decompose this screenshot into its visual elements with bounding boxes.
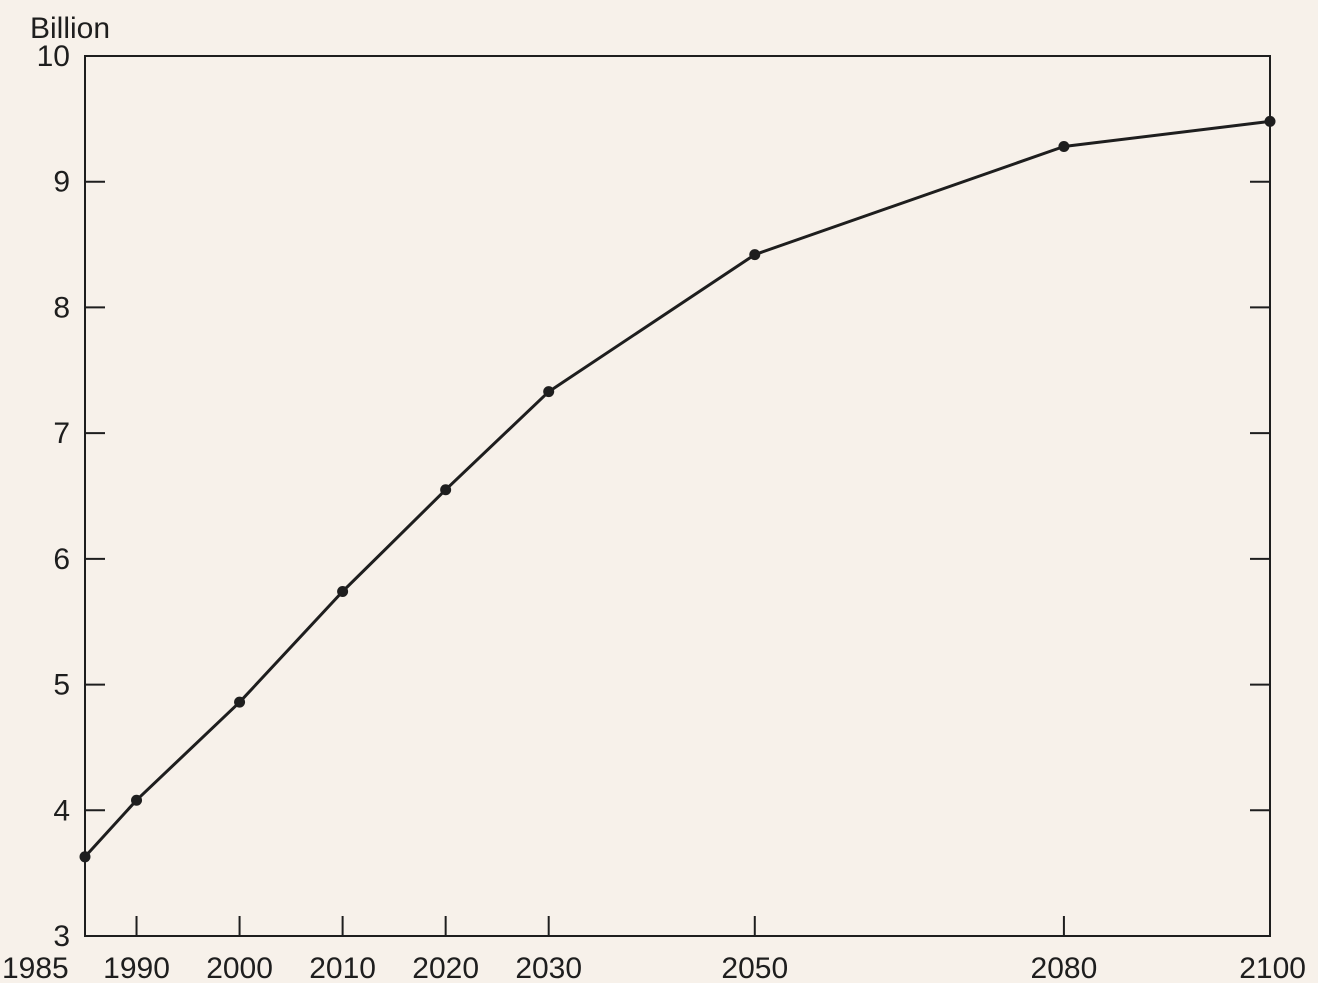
x-tick-label: 2050 [721,952,788,983]
plot-frame [84,55,1271,937]
data-point [749,249,761,261]
x-tick-label: 2030 [515,952,582,983]
data-point [131,794,143,806]
y-tick-label: 5 [53,669,70,702]
data-point [1058,141,1070,153]
y-tick-label: 10 [37,40,70,73]
y-tick-label: 4 [53,794,70,827]
data-point [234,696,246,708]
y-axis: 3 4 5 6 7 8 9 10 [37,40,1270,953]
y-tick-label: 6 [53,543,70,576]
x-tick-label: 1990 [103,952,170,983]
data-point [79,851,91,863]
data-point [440,484,452,496]
x-tick-label: 2100 [1239,952,1306,983]
x-tick-label: 1985 [2,952,69,983]
x-tick-label: 2010 [309,952,376,983]
x-tick-label: 2080 [1031,952,1098,983]
data-point [543,386,555,398]
y-axis-unit-label: Billion [30,12,110,45]
y-tick-label: 8 [53,291,70,324]
y-tick-label: 3 [53,920,70,953]
data-point [1264,115,1276,127]
y-tick-label: 9 [53,166,70,199]
x-tick-label: 2020 [412,952,479,983]
x-axis: 1985 1990 2000 2010 2020 2030 2050 2080 2100 [2,916,1306,983]
x-tick-label: 2000 [206,952,273,983]
y-tick-label: 7 [53,417,70,450]
data-point [337,586,349,598]
series-layer [79,115,1276,863]
